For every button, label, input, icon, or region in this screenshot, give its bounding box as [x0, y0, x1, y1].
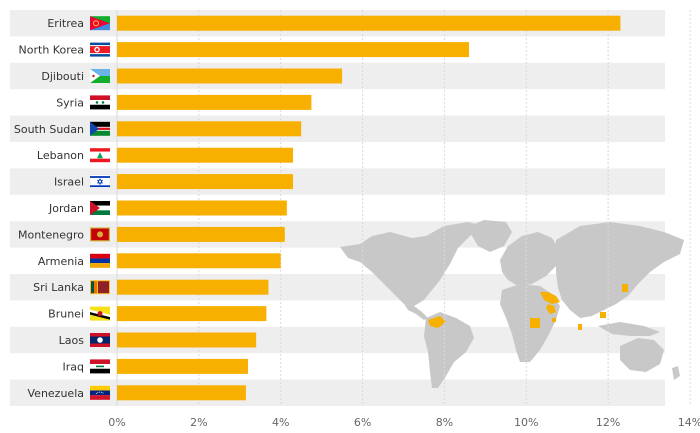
bar: [117, 42, 469, 58]
category-labels: Eritrea North Korea Djibouti Syria South Sud…: [14, 17, 84, 400]
map-djibouti-highlight: [552, 318, 556, 322]
eritrea-flag: [90, 16, 110, 31]
category-label: Sri Lanka: [33, 281, 84, 294]
bar: [117, 94, 312, 110]
map-eritrea-highlight: [546, 304, 556, 314]
map-north-america: [340, 222, 484, 306]
category-label: Djibouti: [41, 70, 84, 83]
category-label: North Korea: [19, 44, 84, 57]
category-label: Iraq: [63, 360, 85, 373]
map-greenland: [470, 220, 512, 252]
sri-lanka-flag: [90, 280, 110, 295]
bars: [117, 15, 621, 401]
map-middle-east-highlight: [540, 292, 560, 304]
bar: [117, 385, 246, 401]
map-australia: [620, 338, 664, 372]
x-tick-label: 10%: [514, 416, 538, 429]
bar: [117, 68, 343, 84]
bar: [117, 253, 281, 269]
map-south-america: [424, 312, 474, 388]
venezuela-flag: [90, 385, 110, 400]
x-tick-label: 4%: [272, 416, 289, 429]
world-map-image: [340, 220, 684, 388]
map-indonesia: [598, 322, 660, 336]
category-label: Armenia: [38, 255, 84, 268]
map-asia: [556, 222, 684, 318]
montenegro-flag: [90, 227, 110, 242]
bar: [117, 121, 302, 137]
map-central-america: [404, 304, 428, 320]
x-tick-label: 14%: [678, 416, 700, 429]
south-sudan-flag: [90, 121, 110, 136]
bar: [117, 306, 267, 322]
x-tick-label: 0%: [108, 416, 125, 429]
x-tick-label: 2%: [190, 416, 207, 429]
lebanon-flag: [90, 148, 110, 163]
category-label: Jordan: [48, 202, 84, 215]
x-tick-label: 12%: [596, 416, 620, 429]
category-label: Syria: [56, 96, 84, 109]
bar: [117, 332, 257, 348]
jordan-flag: [90, 201, 110, 215]
map-laos-highlight: [600, 312, 606, 318]
map-sri-lanka-highlight: [578, 324, 582, 330]
x-tick-label: 8%: [436, 416, 453, 429]
bar: [117, 200, 287, 216]
bar: [117, 358, 248, 374]
category-label: Israel: [54, 176, 84, 189]
category-label: Brunei: [48, 308, 84, 321]
israel-flag: [89, 174, 111, 189]
map-venezuela-highlight: [428, 316, 446, 328]
bar: [117, 279, 269, 295]
category-label: Venezuela: [28, 387, 85, 400]
iraq-flag: [90, 359, 110, 374]
syria-flag: [90, 95, 110, 110]
map-europe: [500, 232, 560, 286]
map-new-zealand: [672, 366, 680, 380]
x-tick-labels: 0% 2% 4% 6% 8% 10% 12% 14%: [108, 416, 700, 429]
bar: [117, 147, 293, 163]
map-south-sudan-highlight: [530, 318, 540, 328]
bar: [117, 226, 285, 242]
category-label: South Sudan: [14, 123, 84, 136]
laos-flag: [90, 333, 110, 347]
north-korea-flag: [90, 42, 110, 57]
bar: [117, 15, 621, 31]
armenia-flag: [90, 253, 110, 268]
djibouti-flag: [90, 69, 110, 83]
brunei-flag: [90, 306, 110, 321]
bar: [117, 174, 293, 190]
category-label: Montenegro: [18, 228, 84, 241]
category-label: Lebanon: [37, 149, 84, 162]
category-label: Laos: [59, 334, 85, 347]
category-label: Eritrea: [47, 17, 84, 30]
x-tick-label: 6%: [354, 416, 371, 429]
map-north-korea-highlight: [622, 284, 628, 292]
flags: [89, 16, 111, 400]
